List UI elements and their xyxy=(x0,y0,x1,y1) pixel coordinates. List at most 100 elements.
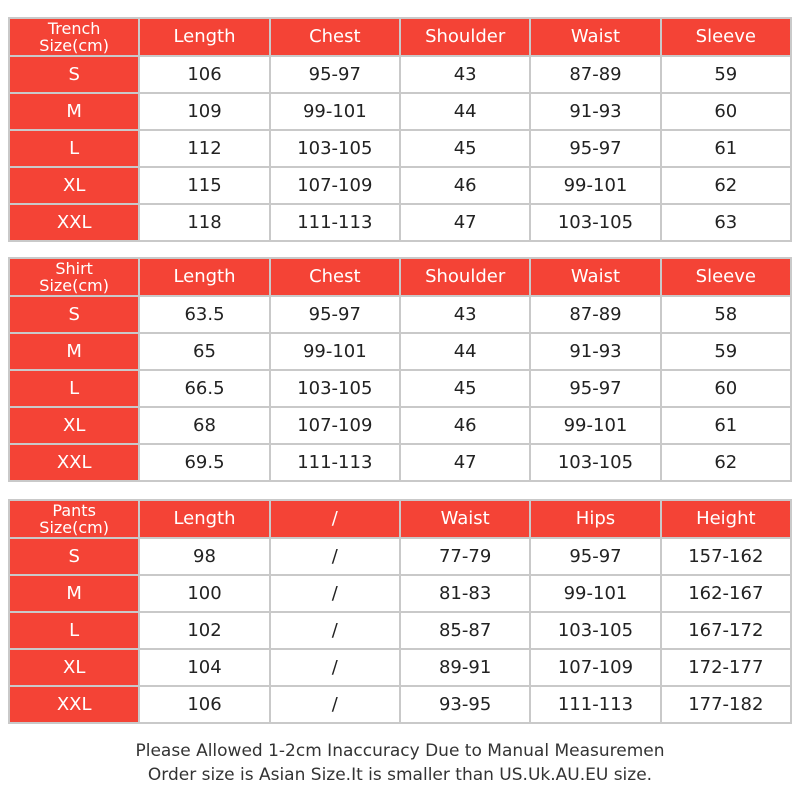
measurement-cell: 47 xyxy=(398,443,532,482)
measurement-cell: 95-97 xyxy=(268,55,401,94)
size-unit-label: Size(cm) xyxy=(39,276,110,295)
header-row: Trench Size(cm) Length Chest Shoulder Waist Sl… xyxy=(7,17,793,57)
measurement-cell: / xyxy=(268,574,401,613)
measurement-cell: 46 xyxy=(398,406,532,445)
table-row: XL 104/89-91 107-109 172-177 xyxy=(7,648,793,687)
column-header: Waist xyxy=(398,499,532,539)
size-label-cell: XL xyxy=(7,648,141,687)
measurement-cell: 98 xyxy=(138,537,271,576)
table-row: M 100/81-83 99-101 162-167 xyxy=(7,574,793,613)
size-label-cell: XL xyxy=(7,166,141,205)
footer-note-accuracy: Please Allowed 1-2cm Inaccuracy Due to M… xyxy=(135,741,665,761)
measurement-cell: 162-167 xyxy=(659,574,793,613)
measurement-cell: 62 xyxy=(659,166,793,205)
measurement-cell: 60 xyxy=(659,92,793,131)
measurement-cell: 118 xyxy=(138,203,271,242)
measurement-cell: 87-89 xyxy=(529,55,662,94)
measurement-cell: 106 xyxy=(138,685,271,724)
column-header: Length xyxy=(138,499,271,539)
measurement-cell: 81-83 xyxy=(398,574,532,613)
size-label-cell: XL xyxy=(7,406,141,445)
trench-size-table: Trench Size(cm) Length Chest Shoulder Waist Sl… xyxy=(7,17,793,242)
measurement-cell: 99-101 xyxy=(268,92,401,131)
measurement-cell: 115 xyxy=(138,166,271,205)
size-label-cell: XXL xyxy=(7,685,141,724)
table-row: L 102/85-87 103-105 167-172 xyxy=(7,611,793,650)
measurement-cell: 45 xyxy=(398,129,532,168)
table-row: XL 115 107-109 46 99-101 62 xyxy=(7,166,793,205)
measurement-cell: 112 xyxy=(138,129,271,168)
table-row: XXL 106/93-95 111-113 177-182 xyxy=(7,685,793,724)
measurement-cell: 47 xyxy=(398,203,532,242)
measurement-cell: 58 xyxy=(659,295,793,334)
column-header: Chest xyxy=(268,257,401,297)
pants-size-table: Pants Size(cm) Length / Waist Hips Height S 98/7… xyxy=(7,499,793,724)
measurement-cell: / xyxy=(268,537,401,576)
size-label-cell: L xyxy=(7,129,141,168)
measurement-cell: / xyxy=(268,685,401,724)
table-row: S 98/77-79 95-97 157-162 xyxy=(7,537,793,576)
measurement-cell: 69.5 xyxy=(138,443,271,482)
measurement-cell: 172-177 xyxy=(659,648,793,687)
measurement-cell: 106 xyxy=(138,55,271,94)
table-row: M 65 99-101 44 91-93 59 xyxy=(7,332,793,371)
measurement-cell: 77-79 xyxy=(398,537,532,576)
size-label-cell: L xyxy=(7,611,141,650)
size-label-cell: S xyxy=(7,295,141,334)
column-header: Length xyxy=(138,257,271,297)
size-label-cell: M xyxy=(7,574,141,613)
measurement-cell: 99-101 xyxy=(529,406,662,445)
measurement-cell: 99-101 xyxy=(529,574,662,613)
measurement-cell: 61 xyxy=(659,129,793,168)
size-label-cell: XXL xyxy=(7,443,141,482)
measurement-cell: 61 xyxy=(659,406,793,445)
size-header-cell: Pants Size(cm) xyxy=(7,499,141,539)
size-label-cell: L xyxy=(7,369,141,408)
measurement-cell: 104 xyxy=(138,648,271,687)
column-header: Shoulder xyxy=(398,17,532,57)
measurement-cell: 95-97 xyxy=(529,537,662,576)
measurement-cell: 103-105 xyxy=(268,129,401,168)
measurement-cell: 157-162 xyxy=(659,537,793,576)
measurement-cell: 111-113 xyxy=(529,685,662,724)
measurement-cell: 103-105 xyxy=(529,611,662,650)
measurement-cell: 63.5 xyxy=(138,295,271,334)
measurement-cell: 59 xyxy=(659,332,793,371)
measurement-cell: 107-109 xyxy=(529,648,662,687)
table-row: L 112 103-105 45 95-97 61 xyxy=(7,129,793,168)
size-label-cell: M xyxy=(7,92,141,131)
measurement-cell: 95-97 xyxy=(529,129,662,168)
measurement-cell: 43 xyxy=(398,55,532,94)
footer-note-asian-size: Order size is Asian Size.It is smaller t… xyxy=(147,765,653,785)
measurement-cell: 107-109 xyxy=(268,166,401,205)
size-label-cell: M xyxy=(7,332,141,371)
measurement-cell: 68 xyxy=(138,406,271,445)
measurement-cell: 111-113 xyxy=(268,443,401,482)
size-header-cell: Trench Size(cm) xyxy=(7,17,141,57)
measurement-cell: 44 xyxy=(398,92,532,131)
table-row: S 106 95-97 43 87-89 59 xyxy=(7,55,793,94)
measurement-cell: 91-93 xyxy=(529,92,662,131)
measurement-cell: 85-87 xyxy=(398,611,532,650)
measurement-cell: 102 xyxy=(138,611,271,650)
size-label-cell: S xyxy=(7,537,141,576)
measurement-cell: 95-97 xyxy=(268,295,401,334)
measurement-cell: 111-113 xyxy=(268,203,401,242)
measurement-cell: 107-109 xyxy=(268,406,401,445)
measurement-cell: 59 xyxy=(659,55,793,94)
column-header: Sleeve xyxy=(659,17,793,57)
column-header: Waist xyxy=(529,17,662,57)
size-label-cell: S xyxy=(7,55,141,94)
measurement-cell: 103-105 xyxy=(529,443,662,482)
measurement-cell: 63 xyxy=(659,203,793,242)
column-header: Hips xyxy=(529,499,662,539)
measurement-cell: 99-101 xyxy=(268,332,401,371)
table-row: XL 68 107-109 46 99-101 61 xyxy=(7,406,793,445)
measurement-cell: 65 xyxy=(138,332,271,371)
column-header: Waist xyxy=(529,257,662,297)
table-row: L 66.5 103-105 45 95-97 60 xyxy=(7,369,793,408)
measurement-cell: 99-101 xyxy=(529,166,662,205)
table-title: Pants xyxy=(52,501,96,520)
measurement-cell: 46 xyxy=(398,166,532,205)
measurement-cell: 62 xyxy=(659,443,793,482)
